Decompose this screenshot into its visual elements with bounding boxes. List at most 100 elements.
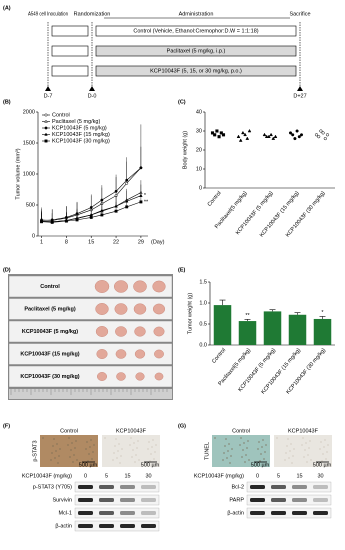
cell: [324, 439, 326, 441]
marker: [215, 129, 219, 133]
cell: [58, 455, 60, 457]
band: [292, 511, 307, 515]
tumor: [134, 326, 146, 337]
cell: [72, 461, 74, 463]
cell: [224, 445, 226, 447]
photo-row: [8, 343, 173, 365]
cell: [248, 459, 250, 461]
cell: [285, 452, 287, 454]
scale-label: 500 µm: [141, 462, 160, 468]
blot-label: β-actin: [227, 510, 244, 516]
tumor: [95, 326, 109, 337]
cell: [327, 444, 329, 446]
panel-label: (D): [3, 267, 11, 273]
cell: [239, 444, 241, 446]
cell: [245, 454, 247, 456]
cell: [293, 448, 295, 450]
y-tick-label: 0: [32, 233, 35, 239]
stain-label: p-STAT3: [32, 440, 38, 461]
significance: **: [144, 199, 149, 205]
marker: [241, 130, 245, 135]
marker: [317, 135, 321, 139]
cell: [151, 446, 153, 448]
cell: [133, 442, 135, 444]
y-tick-label: 40: [196, 109, 202, 115]
cell: [276, 437, 278, 439]
cell: [229, 462, 231, 464]
band: [250, 498, 265, 502]
band: [271, 511, 286, 515]
band: [141, 511, 156, 515]
marker: [291, 133, 295, 137]
cell: [243, 442, 245, 444]
timeline-arrow: [297, 86, 303, 91]
cell: [259, 460, 261, 462]
marker: [295, 129, 299, 133]
tumor: [94, 280, 110, 293]
bar: [263, 311, 282, 345]
x-tick-label: Control: [211, 347, 227, 364]
cell: [323, 446, 325, 448]
y-tick-label: 0.5: [199, 321, 207, 327]
marker: [139, 200, 143, 204]
photo-row: [8, 365, 173, 388]
cell: [322, 453, 324, 455]
cell: [258, 441, 260, 443]
cell: [228, 443, 230, 445]
blot: [246, 494, 332, 506]
cell: [76, 459, 78, 461]
y-tick-label: 1000: [23, 171, 35, 177]
cell: [225, 438, 227, 440]
cell: [86, 441, 88, 443]
cell: [222, 459, 224, 461]
cell: [227, 450, 229, 452]
y-tick-label: 30: [196, 128, 202, 134]
cell: [302, 437, 304, 439]
panel-label: (F): [3, 423, 10, 429]
cell: [286, 445, 288, 447]
cell: [42, 437, 44, 439]
cell: [52, 445, 54, 447]
band: [78, 485, 93, 489]
blot-label: PARP: [229, 497, 244, 503]
y-tick-label: 0: [199, 185, 202, 191]
timeline-arrow: [45, 86, 51, 91]
tumor: [114, 280, 128, 293]
cell: [129, 444, 131, 446]
stain-label: TUNEL: [204, 442, 210, 460]
cell: [242, 449, 244, 451]
marker: [297, 135, 301, 139]
cell: [137, 440, 139, 442]
group-box: [95, 25, 297, 37]
cell: [231, 448, 233, 450]
cell: [257, 448, 259, 450]
image-label: Control: [60, 428, 78, 434]
significance: *: [321, 310, 324, 316]
band: [99, 511, 114, 515]
cell: [321, 460, 323, 462]
marker: [125, 178, 129, 182]
tumor: [133, 303, 147, 315]
tumor: [114, 303, 128, 315]
image-label: KCP10043F: [116, 428, 147, 434]
event-day: D+27: [293, 93, 306, 99]
photo-row-label: KCP10043F (15 mg/kg): [20, 351, 79, 357]
marker: [50, 220, 54, 224]
x-tick-label: Control: [207, 190, 223, 207]
cell: [59, 448, 61, 450]
marker: [221, 133, 226, 137]
cell: [71, 442, 73, 444]
cell: [240, 437, 242, 439]
cell: [50, 459, 52, 461]
marker: [293, 137, 297, 141]
tumor: [154, 349, 164, 359]
cell: [214, 437, 216, 439]
pre-box: [51, 25, 89, 37]
panel-label: (E): [178, 267, 186, 273]
marker: [75, 218, 79, 222]
marker: [44, 113, 48, 117]
cell: [90, 439, 92, 441]
dose: 0: [84, 473, 87, 479]
tumor: [97, 372, 107, 381]
